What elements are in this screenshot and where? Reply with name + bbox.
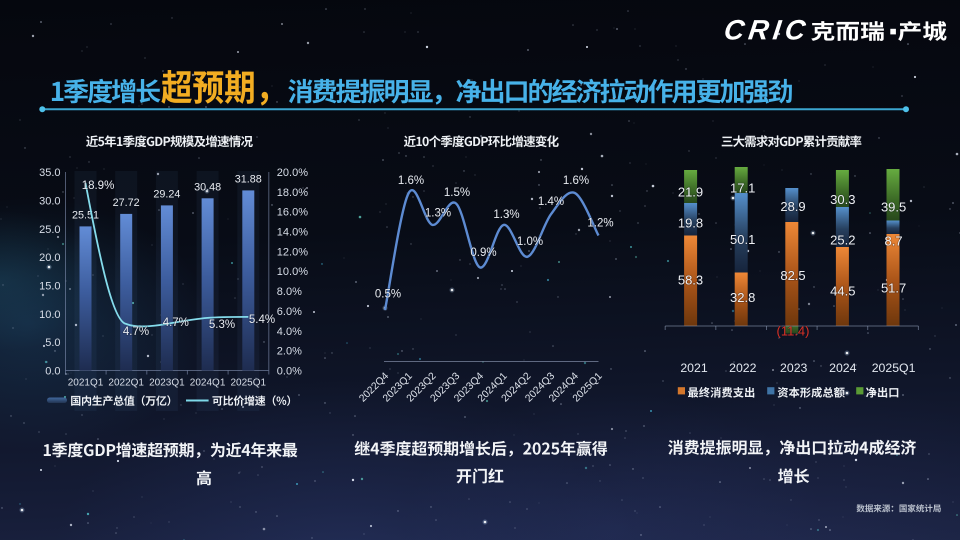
svg-text:51.7: 51.7 (881, 281, 906, 296)
svg-text:17.1: 17.1 (730, 181, 755, 196)
svg-text:16.0%: 16.0% (277, 207, 308, 219)
svg-text:1.6%: 1.6% (563, 175, 589, 187)
svg-text:2025Q1: 2025Q1 (872, 361, 916, 375)
svg-text:1.3%: 1.3% (425, 208, 451, 220)
svg-text:35.0: 35.0 (39, 167, 60, 179)
svg-text:44.5: 44.5 (830, 284, 855, 299)
svg-text:19.8: 19.8 (678, 216, 703, 231)
svg-text:4.7%: 4.7% (163, 317, 189, 329)
svg-text:14.0%: 14.0% (277, 227, 308, 239)
svg-text:32.8: 32.8 (730, 290, 755, 305)
svg-text:30.0: 30.0 (39, 196, 60, 208)
svg-text:(11.4): (11.4) (777, 324, 810, 339)
svg-text:2022Q1: 2022Q1 (108, 378, 144, 389)
svg-text:18.9%: 18.9% (82, 180, 115, 192)
svg-text:2025Q1: 2025Q1 (231, 378, 267, 389)
svg-text:0.0: 0.0 (45, 366, 60, 378)
svg-text:21.9: 21.9 (678, 185, 703, 200)
svg-text:12.0%: 12.0% (277, 246, 308, 258)
svg-text:15.0: 15.0 (39, 281, 60, 293)
svg-text:30.3: 30.3 (830, 192, 855, 207)
svg-text:2024: 2024 (829, 361, 857, 375)
svg-text:6.0%: 6.0% (277, 306, 302, 318)
svg-text:2021: 2021 (680, 361, 708, 375)
svg-text:29.24: 29.24 (153, 188, 180, 200)
svg-text:5.0: 5.0 (45, 337, 60, 349)
svg-text:0.9%: 0.9% (470, 247, 496, 259)
svg-text:1.0%: 1.0% (517, 236, 543, 248)
svg-text:5.3%: 5.3% (209, 319, 235, 331)
svg-text:27.72: 27.72 (113, 197, 140, 209)
svg-text:39.5: 39.5 (881, 200, 906, 215)
svg-text:58.3: 58.3 (678, 273, 703, 288)
svg-text:1.2%: 1.2% (587, 218, 613, 230)
svg-text:2022: 2022 (729, 361, 757, 375)
svg-text:4.7%: 4.7% (123, 326, 149, 338)
svg-text:10.0%: 10.0% (277, 266, 308, 278)
svg-text:4.0%: 4.0% (277, 326, 302, 338)
svg-text:1.5%: 1.5% (444, 187, 470, 199)
svg-text:18.0%: 18.0% (277, 187, 308, 199)
svg-text:25.2: 25.2 (830, 233, 855, 248)
svg-text:0.5%: 0.5% (375, 289, 401, 301)
svg-text:20.0: 20.0 (39, 252, 60, 264)
svg-text:25.0: 25.0 (39, 224, 60, 236)
svg-text:0.0%: 0.0% (277, 366, 302, 378)
svg-text:20.0%: 20.0% (277, 167, 308, 179)
svg-text:10.0: 10.0 (39, 309, 60, 321)
svg-text:1.6%: 1.6% (398, 175, 424, 187)
svg-text:1.3%: 1.3% (493, 209, 519, 221)
svg-text:2024Q1: 2024Q1 (190, 378, 226, 389)
svg-text:50.1: 50.1 (730, 232, 755, 247)
svg-text:8.7: 8.7 (885, 234, 903, 249)
svg-text:31.88: 31.88 (235, 173, 262, 185)
svg-text:1.4%: 1.4% (538, 196, 564, 208)
svg-text:8.0%: 8.0% (277, 286, 302, 298)
svg-text:5.4%: 5.4% (249, 314, 275, 326)
svg-text:82.5: 82.5 (780, 268, 805, 283)
svg-text:2023: 2023 (780, 361, 808, 375)
svg-text:2021Q1: 2021Q1 (68, 378, 104, 389)
svg-text:2.0%: 2.0% (277, 346, 302, 358)
svg-text:2023Q1: 2023Q1 (149, 378, 185, 389)
svg-text:25.51: 25.51 (72, 209, 99, 221)
svg-text:28.9: 28.9 (780, 199, 805, 214)
svg-text:30.48: 30.48 (194, 181, 221, 193)
